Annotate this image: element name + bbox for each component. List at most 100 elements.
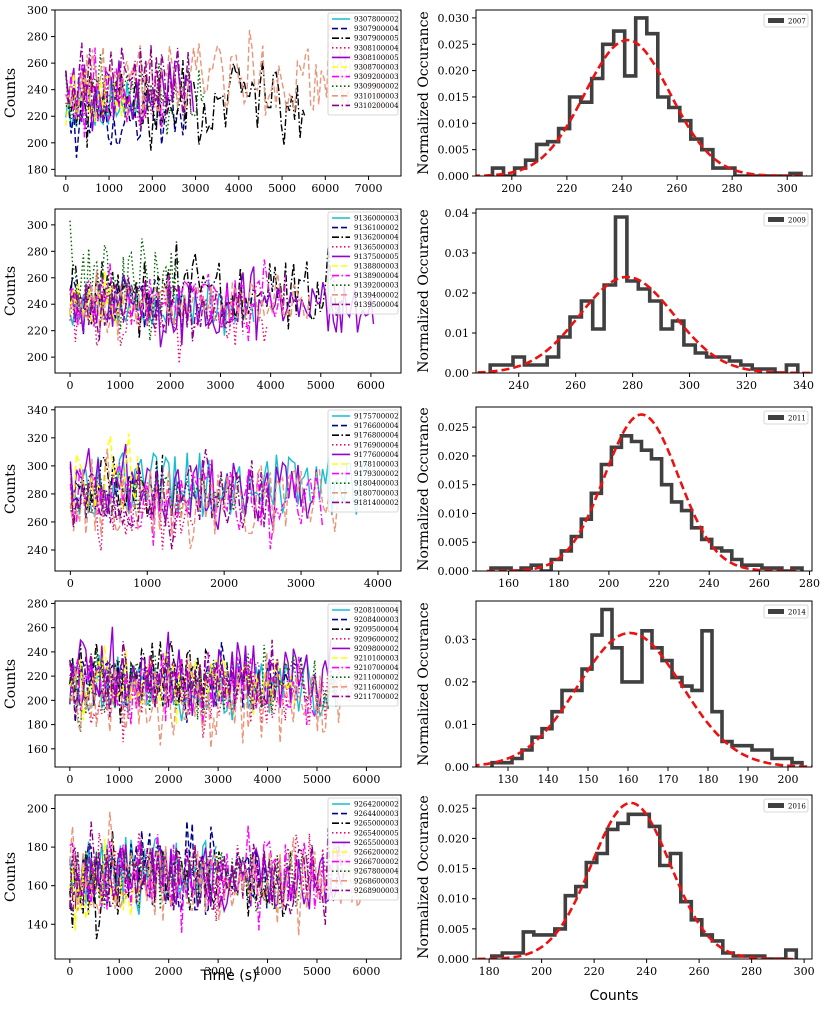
timeseries-panel-5-axes: 0 1000 2000 3000 4000 5000 6000 140 160 180 200 Cou… bbox=[3, 803, 380, 978]
timeseries-panel-2-ytick-label: 280 bbox=[27, 245, 48, 258]
timeseries-panel-5-lines bbox=[69, 811, 380, 940]
histogram-panel-1-ytick-label: 0.010 bbox=[438, 117, 470, 130]
timeseries-panel-2-legend-label: 9137500005 bbox=[354, 253, 399, 261]
timeseries-panel-4-legend-label: 9209800002 bbox=[354, 645, 399, 653]
histogram-panel-4-axes: 130 140 150 160 170 180 190 200 0.00 0.01 0.02 0.03… bbox=[416, 602, 799, 786]
histogram-panel-2-ytick-label: 0.01 bbox=[445, 327, 470, 340]
histogram-panel-2-gaussian-fit bbox=[476, 275, 812, 373]
timeseries-panel-5-legend-label: 9265500003 bbox=[354, 839, 399, 847]
timeseries-panel-1-xtick-label: 3000 bbox=[182, 182, 210, 195]
timeseries-panel-4-ytick-label: 180 bbox=[27, 719, 48, 732]
histogram-panel-2-legend-swatch bbox=[768, 217, 784, 222]
timeseries-panel-5-legend-label: 9266200002 bbox=[354, 849, 399, 857]
histogram-panel-2-histogram-step bbox=[488, 215, 800, 373]
timeseries-panel-2-xtick-label: 0 bbox=[67, 379, 74, 392]
timeseries-panel-1-xtick-label: 5000 bbox=[268, 182, 296, 195]
timeseries-panel-1-legend-label: 9308700003 bbox=[354, 64, 399, 72]
histogram-panel-3-frame bbox=[475, 406, 813, 572]
timeseries-panel-1-series-line bbox=[65, 54, 205, 136]
histogram-panel-4-ytick-label: 0.01 bbox=[445, 718, 470, 731]
timeseries-panel-3-legend-label: 9176800004 bbox=[354, 432, 399, 440]
timeseries-panel-3-axes: 0 1000 2000 3000 4000 240 260 280 300 320 340 Count… bbox=[3, 404, 392, 590]
histogram-panel-3-xtick-label: 260 bbox=[749, 577, 770, 590]
timeseries-panel-1-legend-label: 9308100005 bbox=[354, 54, 399, 62]
histogram-panel-5-ytick-label: 0.000 bbox=[438, 953, 470, 966]
histogram-panel-4-ytick-label: 0.02 bbox=[445, 676, 470, 689]
timeseries-panel-4-xtick-label: 5000 bbox=[303, 773, 331, 786]
histogram-panel-1-ytick-label: 0.000 bbox=[438, 170, 470, 183]
timeseries-panel-4-legend-label: 9211700002 bbox=[354, 693, 399, 701]
histogram-panel-3-legend-label: 2011 bbox=[788, 415, 806, 423]
timeseries-panel-2-axes: 0 1000 2000 3000 4000 5000 6000 200 220 240 260 280… bbox=[3, 219, 385, 392]
timeseries-panel-5-ytick-label: 200 bbox=[27, 803, 48, 816]
timeseries-panel-1-series-line bbox=[65, 60, 195, 132]
histogram-panel-4-legend: 2014 bbox=[763, 604, 809, 619]
timeseries-panel-5-ytick-label: 140 bbox=[27, 918, 48, 931]
timeseries-panel-3-series-line bbox=[69, 449, 271, 550]
timeseries-panel-2-xtick-label: 1000 bbox=[106, 379, 134, 392]
timeseries-panel-3-legend-label: 9175700002 bbox=[354, 413, 399, 421]
histogram-panel-5-ytick-label: 0.010 bbox=[438, 893, 470, 906]
timeseries-panel-4-legend-label: 9210100003 bbox=[354, 655, 399, 663]
timeseries-panel-1-ytick-label: 280 bbox=[27, 31, 48, 44]
timeseries-panel-3-series-line bbox=[69, 475, 195, 551]
timeseries-panel-2-legend-label: 9136000003 bbox=[354, 215, 399, 223]
timeseries-panel-3-ytick-label: 320 bbox=[27, 432, 48, 445]
timeseries-panel-1-legend-label: 9308100004 bbox=[354, 44, 399, 52]
timeseries-panel-3-ytick-label: 280 bbox=[27, 488, 48, 501]
histogram-panel-4-legend-label: 2014 bbox=[788, 609, 806, 617]
histogram-panel-1-xtick-label: 260 bbox=[667, 182, 688, 195]
timeseries-panel-2-xtick-label: 2000 bbox=[156, 379, 184, 392]
timeseries-panel-4-legend-label: 9208100004 bbox=[354, 607, 399, 615]
timeseries-panel-1-ytick-label: 220 bbox=[27, 110, 48, 123]
timeseries-panel-1-series-line bbox=[65, 59, 307, 151]
timeseries-panel-2-ylabel: Counts bbox=[3, 266, 19, 316]
histogram-panel-3-ytick-label: 0.020 bbox=[438, 450, 470, 463]
timeseries-panel-3-xtick-label: 1000 bbox=[133, 577, 161, 590]
histogram-panel-1-gaussian-fit bbox=[476, 38, 807, 176]
timeseries-panel-4-xtick-label: 1000 bbox=[105, 773, 133, 786]
timeseries-panel-2-legend-label: 9138900004 bbox=[354, 272, 399, 280]
timeseries-panel-4-ytick-label: 260 bbox=[27, 622, 48, 635]
timeseries-panel-4-ytick-label: 200 bbox=[27, 694, 48, 707]
timeseries-panel-1-ytick-label: 180 bbox=[27, 163, 48, 176]
timeseries-panel-1-series-line bbox=[65, 42, 192, 120]
histogram-panel-3-xtick-label: 200 bbox=[598, 577, 619, 590]
histogram-panel-3-ytick-label: 0.025 bbox=[438, 421, 470, 434]
timeseries-panel-4-series-line bbox=[69, 626, 332, 716]
histogram-panel-3-plot bbox=[486, 413, 804, 571]
timeseries-panel-3-legend-label: 9180700003 bbox=[354, 489, 399, 497]
timeseries-panel-4-series-line bbox=[69, 644, 337, 733]
histogram-panel-4-legend-swatch bbox=[768, 609, 784, 614]
timeseries-panel-4-axes: 0 1000 2000 3000 4000 5000 6000 160 180 200 220 240… bbox=[3, 597, 380, 786]
left-bottom-xlabel: Time (s) bbox=[200, 968, 258, 984]
timeseries-panel-4-legend-label: 9211000002 bbox=[354, 674, 399, 682]
timeseries-panel-4-legend-label: 9210700004 bbox=[354, 664, 399, 672]
timeseries-panel-4-xtick-label: 3000 bbox=[204, 773, 232, 786]
timeseries-panel-4-lines bbox=[69, 626, 361, 749]
timeseries-panel-5-legend-label: 9266700002 bbox=[354, 858, 399, 866]
histogram-panel-4-xtick-label: 150 bbox=[578, 773, 599, 786]
histogram-panel-4-gaussian-fit bbox=[476, 631, 812, 767]
timeseries-panel-5-legend-label: 9268900003 bbox=[354, 887, 399, 895]
histogram-panel-1-xtick-label: 300 bbox=[777, 182, 798, 195]
histogram-panel-1-ytick-label: 0.025 bbox=[438, 38, 470, 51]
timeseries-panel-1-xtick-label: 4000 bbox=[225, 182, 253, 195]
histogram-panel-5-ytick-label: 0.005 bbox=[438, 923, 470, 936]
timeseries-panel-1-ytick-label: 240 bbox=[27, 84, 48, 97]
histogram-panel-1-frame bbox=[475, 9, 813, 177]
histogram-panel-1-histogram-step bbox=[490, 16, 803, 176]
timeseries-panel-1-ytick-label: 200 bbox=[27, 137, 48, 150]
timeseries-panel-2-legend-label: 9139500004 bbox=[354, 301, 399, 309]
timeseries-panel-5-series-line bbox=[69, 839, 143, 931]
histogram-panel-4-histogram-step bbox=[490, 607, 804, 767]
histogram-panel-3-axes: 160 180 200 220 240 260 280 0.000 0.005 0.010 0.01… bbox=[416, 407, 820, 590]
timeseries-panel-2-lines bbox=[69, 220, 375, 364]
histogram-panel-1-legend: 2007 bbox=[763, 13, 809, 28]
timeseries-panel-3-legend-label: 9176900004 bbox=[354, 441, 399, 449]
timeseries-panel-4-ytick-label: 240 bbox=[27, 646, 48, 659]
